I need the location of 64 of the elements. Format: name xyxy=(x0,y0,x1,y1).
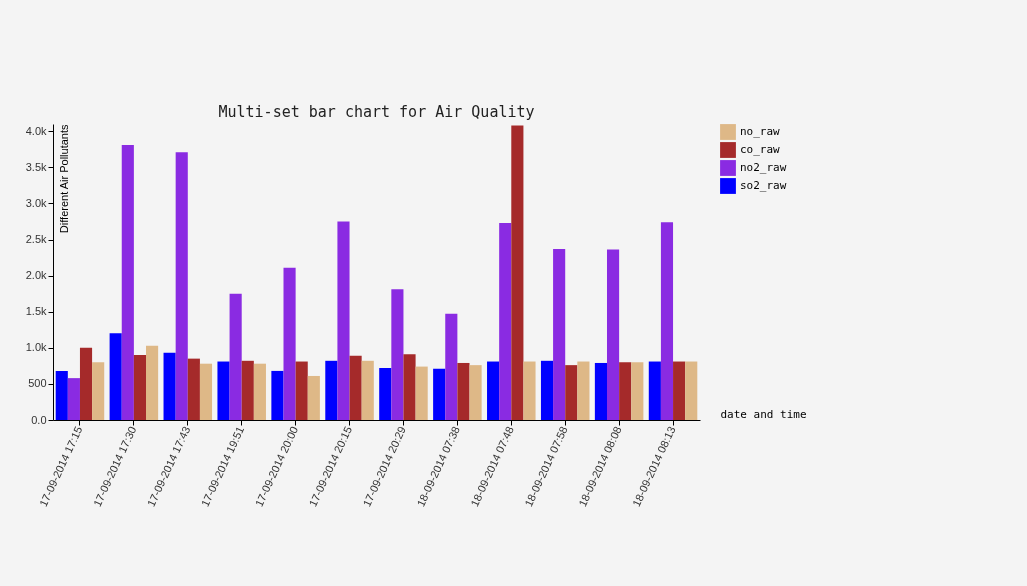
bar xyxy=(433,368,446,420)
bar xyxy=(349,355,362,420)
bar xyxy=(121,144,134,420)
bar xyxy=(457,362,470,420)
y-tick-label: 4.0k xyxy=(25,124,47,137)
bar xyxy=(685,361,698,420)
bar xyxy=(133,355,147,420)
bar xyxy=(253,363,266,420)
bar xyxy=(146,345,159,420)
y-tick-label: 500 xyxy=(28,377,47,390)
bar xyxy=(361,360,374,420)
bar xyxy=(92,362,105,420)
bar xyxy=(187,358,200,420)
y-tick-label: 1.5k xyxy=(25,305,47,318)
bar xyxy=(337,221,350,420)
bar xyxy=(523,361,536,420)
bar xyxy=(511,125,524,420)
legend-label: no_raw xyxy=(740,125,781,138)
bar xyxy=(199,363,213,420)
bar xyxy=(487,361,500,420)
bar xyxy=(67,378,80,420)
bar xyxy=(271,370,284,420)
bar xyxy=(391,289,404,420)
bar xyxy=(55,370,68,420)
bar xyxy=(217,361,230,420)
bar xyxy=(499,222,512,420)
legend-label: so2_raw xyxy=(740,179,787,192)
bar xyxy=(79,347,93,420)
bar xyxy=(241,360,254,420)
y-tick-label: 2.5k xyxy=(25,233,47,246)
bar xyxy=(415,366,428,420)
bar xyxy=(163,352,176,420)
bar xyxy=(469,365,482,420)
bar xyxy=(325,360,338,420)
chart-title: Multi-set bar chart for Air Quality xyxy=(218,103,535,121)
bar xyxy=(283,267,296,420)
bar xyxy=(631,362,644,420)
bar xyxy=(648,361,661,420)
bar xyxy=(379,368,392,420)
legend-label: no2_raw xyxy=(740,161,787,174)
bar xyxy=(175,152,188,420)
y-tick-label: 3.5k xyxy=(25,160,47,173)
bar xyxy=(594,362,607,420)
legend-label: co_raw xyxy=(740,143,781,156)
bar xyxy=(229,293,242,420)
bar xyxy=(577,361,590,420)
bar xyxy=(295,361,308,420)
bar xyxy=(553,248,566,420)
bar xyxy=(565,365,578,420)
bar xyxy=(540,360,554,420)
x-axis-title: date and time xyxy=(720,407,807,421)
bar xyxy=(445,313,458,420)
bar xyxy=(660,222,674,420)
y-tick-label: 1.0k xyxy=(25,341,47,354)
bar xyxy=(403,354,416,420)
bar xyxy=(619,362,632,420)
bar xyxy=(109,333,122,420)
y-axis-title: Different Air Pollutants xyxy=(57,124,70,234)
bar xyxy=(307,375,320,420)
y-tick-label: 3.0k xyxy=(25,196,47,209)
bar xyxy=(606,249,620,420)
y-tick-label: 0.0 xyxy=(31,413,47,426)
bar xyxy=(673,361,686,420)
y-tick-label: 2.0k xyxy=(25,269,47,282)
